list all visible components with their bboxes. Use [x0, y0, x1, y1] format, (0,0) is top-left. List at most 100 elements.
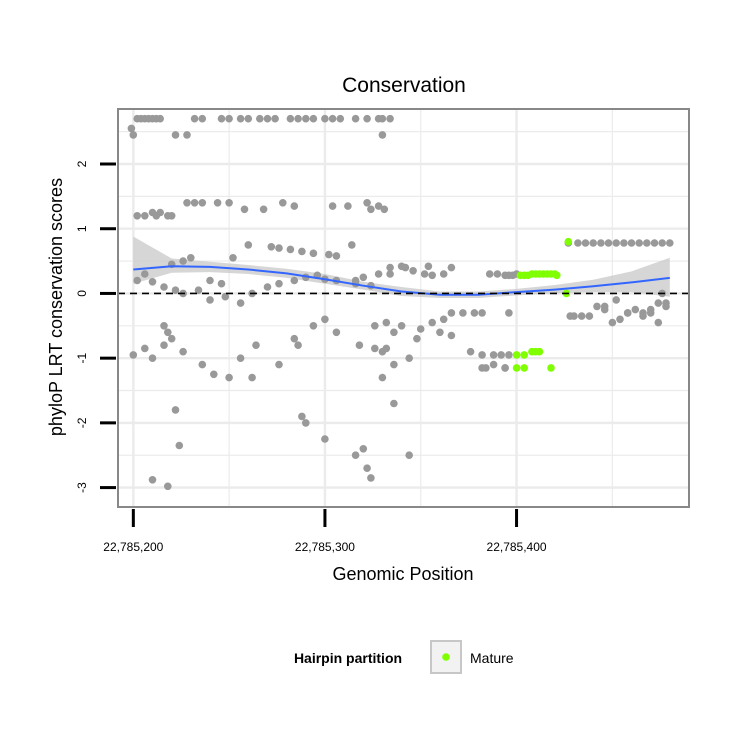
- data-point: [589, 239, 597, 247]
- mature-point: [547, 364, 555, 372]
- y-tick-label: -2: [75, 417, 89, 428]
- data-point: [290, 276, 299, 285]
- data-point: [620, 239, 628, 247]
- data-point: [405, 451, 414, 460]
- y-tick-label: -1: [75, 352, 89, 363]
- data-point: [447, 331, 456, 340]
- data-point: [489, 360, 498, 369]
- data-point: [666, 239, 674, 247]
- data-point: [386, 270, 394, 278]
- data-point: [187, 253, 195, 262]
- data-point: [439, 270, 448, 278]
- data-point: [466, 347, 475, 356]
- data-point: [275, 244, 283, 252]
- data-point: [577, 312, 586, 320]
- data-point: [255, 114, 264, 123]
- y-tick-label: -3: [75, 482, 89, 493]
- data-point: [501, 364, 509, 372]
- data-point: [359, 273, 368, 282]
- data-point: [635, 239, 643, 247]
- data-point: [164, 482, 172, 491]
- data-point: [298, 412, 306, 421]
- data-point: [447, 309, 456, 317]
- data-point: [505, 309, 513, 317]
- data-point: [309, 114, 318, 123]
- data-point: [160, 283, 168, 291]
- data-point: [390, 328, 398, 337]
- data-point: [290, 202, 299, 210]
- data-point: [344, 202, 352, 210]
- data-point: [409, 267, 417, 275]
- data-point: [221, 292, 230, 301]
- x-axis: 22,785,200 22,785,300 22,785,400: [103, 509, 547, 554]
- confidence-ribbon: [133, 236, 670, 298]
- data-point: [478, 309, 486, 317]
- data-point: [160, 341, 168, 350]
- mature-point: [512, 351, 521, 359]
- data-point: [604, 239, 613, 247]
- plot-panel-border: [117, 108, 690, 508]
- data-point: [378, 114, 387, 123]
- data-point: [367, 474, 375, 482]
- data-point: [206, 276, 214, 285]
- data-point: [363, 114, 371, 123]
- data-point: [175, 441, 184, 450]
- data-point: [574, 239, 582, 247]
- data-point: [321, 435, 329, 443]
- legend-title: Hairpin partition: [294, 650, 402, 666]
- data-point: [225, 114, 233, 123]
- data-point: [386, 263, 394, 272]
- data-point: [244, 241, 253, 249]
- data-point: [156, 114, 164, 123]
- data-point: [164, 212, 172, 220]
- data-point: [167, 334, 176, 343]
- data-point: [298, 247, 306, 256]
- data-point: [332, 328, 341, 337]
- data-point: [164, 328, 172, 337]
- data-point: [275, 279, 283, 288]
- data-point: [190, 114, 199, 123]
- data-point: [294, 114, 302, 123]
- data-point: [321, 315, 329, 324]
- data-point: [148, 476, 157, 484]
- data-point: [328, 114, 337, 123]
- data-point: [416, 325, 425, 333]
- data-point: [263, 114, 272, 123]
- data-point: [190, 199, 199, 207]
- data-point: [359, 445, 368, 453]
- data-point: [616, 315, 624, 324]
- data-point: [505, 351, 513, 359]
- data-point: [623, 309, 632, 317]
- data-point: [236, 114, 245, 123]
- data-point: [217, 279, 226, 288]
- data-point: [428, 271, 437, 280]
- data-point: [646, 305, 655, 314]
- data-point: [275, 360, 283, 369]
- x-tick-label: 22,785,300: [295, 540, 355, 554]
- data-point: [302, 114, 310, 123]
- data-point: [378, 131, 387, 139]
- data-point: [171, 406, 180, 414]
- legend-label-mature: Mature: [470, 650, 514, 666]
- data-point: [294, 341, 302, 350]
- data-point: [597, 239, 605, 247]
- data-point: [148, 208, 157, 217]
- mature-point: [512, 364, 521, 372]
- data-point: [612, 296, 620, 304]
- y-axis-title: phyloP LRT conservation scores: [46, 178, 66, 436]
- data-point: [593, 302, 601, 311]
- legend-mature-marker: [442, 653, 450, 661]
- data-point: [489, 351, 498, 359]
- data-point: [194, 286, 203, 295]
- data-point: [141, 344, 149, 353]
- data-point: [363, 464, 371, 473]
- mature-point: [520, 351, 528, 359]
- data-point: [371, 322, 379, 330]
- data-point: [439, 315, 448, 324]
- data-point: [654, 318, 663, 327]
- data-point: [612, 239, 620, 247]
- data-point: [351, 276, 360, 285]
- mature-point: [553, 271, 561, 280]
- data-point: [658, 239, 666, 247]
